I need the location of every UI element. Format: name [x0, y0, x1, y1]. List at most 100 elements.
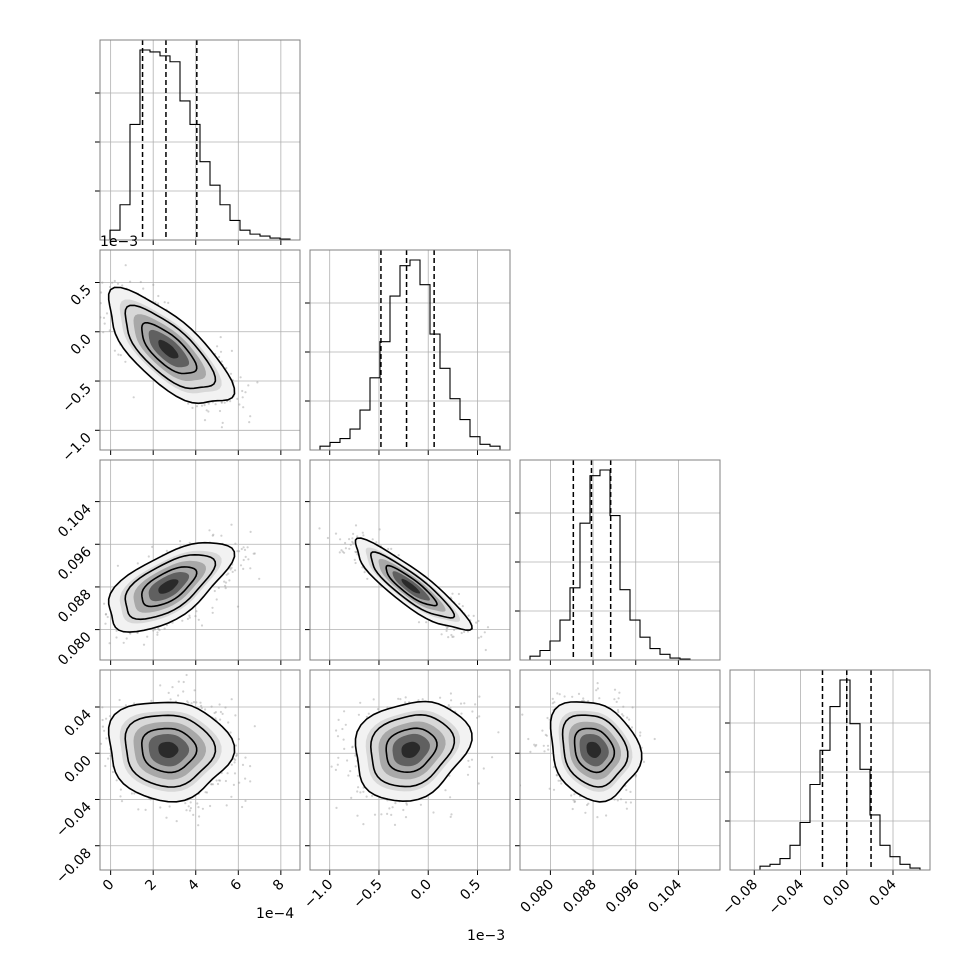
scatter-point [218, 779, 222, 782]
scatter-point [335, 729, 338, 732]
scatter-point [237, 738, 240, 741]
scatter-point [349, 770, 352, 773]
scatter-point [477, 619, 480, 623]
scatter-point [97, 284, 99, 286]
scatter-point [235, 754, 238, 758]
contour-line [385, 564, 438, 607]
scatter-point [372, 698, 375, 701]
scatter-point [551, 697, 554, 701]
scatter-point [326, 536, 329, 540]
x-tick-label-p0: 8 [270, 877, 288, 895]
scatter-point [120, 800, 124, 803]
scatter-point [247, 558, 250, 561]
scatter-point [210, 783, 213, 786]
scatter-point [447, 636, 450, 639]
scatter-point [453, 628, 456, 632]
scatter-point [330, 765, 333, 768]
scatter-point [551, 702, 554, 705]
scatter-point [598, 697, 601, 700]
scatter-point [351, 746, 354, 749]
contour-line [107, 701, 236, 803]
scatter-point [109, 754, 112, 757]
scatter-point [165, 816, 168, 819]
scatter-point [230, 523, 233, 526]
scatter-point [242, 558, 245, 562]
scatter-point [354, 765, 357, 768]
scatter-point [218, 703, 221, 706]
scatter-point [548, 787, 551, 790]
scatter-point [213, 589, 216, 593]
scatter-point [101, 281, 104, 284]
scatter-point [547, 748, 550, 751]
scatter-point [546, 744, 550, 747]
scatter-point [105, 737, 108, 740]
scatter-point [136, 562, 139, 565]
scatter-point [187, 402, 190, 405]
scatter-point [133, 792, 136, 795]
y-tick-label-p1: 0.0 [68, 331, 95, 358]
scatter-point [341, 550, 344, 553]
scatter-point [221, 421, 224, 424]
scatter-point [90, 299, 92, 301]
scatter-point [153, 628, 157, 631]
scatter-point [163, 301, 166, 304]
scatter-point [100, 291, 103, 294]
scatter-point [354, 524, 358, 527]
scatter-point [101, 706, 104, 709]
x-tick-label-p0: 4 [185, 876, 203, 894]
panel-frame [309, 459, 511, 661]
scatter-point [227, 572, 230, 575]
histogram-p2 [520, 469, 720, 660]
scatter-point [450, 699, 453, 702]
scatter-point [220, 401, 223, 404]
scatter-point [449, 692, 452, 695]
scatter-point [559, 779, 562, 782]
density-level [158, 741, 179, 758]
scatter-point [234, 569, 237, 572]
scatter-point [208, 529, 211, 532]
scatter-clip-group [100, 673, 256, 827]
x-tick-label-p2: 0.080 [518, 877, 558, 917]
scatter-point [175, 820, 178, 823]
scatter-point [105, 717, 108, 720]
scatter-point [484, 648, 487, 652]
scatter-point [336, 763, 339, 766]
scatter-point [390, 547, 393, 551]
scatter-point [242, 546, 245, 549]
scatter-point [230, 349, 233, 352]
scatter-point [397, 554, 400, 557]
scatter-point [228, 579, 231, 582]
scatter-point [351, 540, 354, 544]
contour-line [140, 566, 198, 608]
scatter-point [137, 808, 140, 811]
scatter-point [229, 731, 232, 734]
scatter-point [111, 281, 114, 284]
scatter-point [373, 813, 377, 816]
scatter-point [356, 790, 359, 793]
y-tick-label-p1: 0.5 [68, 282, 95, 309]
contour-line [549, 701, 643, 803]
scatter-point [359, 791, 362, 794]
scatter-point [624, 801, 628, 804]
scatter-point [258, 577, 261, 580]
scatter-point [198, 815, 201, 818]
scatter-point [468, 765, 471, 769]
scatter-point [102, 331, 105, 334]
scatter-point [253, 725, 256, 728]
contour-line [385, 727, 438, 774]
scatter-point [199, 701, 202, 704]
scatter-point [207, 402, 210, 405]
scatter-point [596, 816, 599, 819]
scatter-point [151, 545, 154, 549]
scatter-point [463, 630, 466, 634]
scatter-point [365, 715, 368, 719]
scatter-point [542, 744, 545, 747]
x-tick-label-p2: 0.088 [560, 877, 600, 917]
scatter-point [337, 756, 340, 759]
scatter-point [231, 570, 234, 574]
scatter-point [238, 781, 241, 784]
scatter-point [449, 815, 452, 819]
scatter-point [631, 706, 634, 709]
scatter-point [390, 813, 393, 817]
scatter-point [546, 716, 549, 720]
